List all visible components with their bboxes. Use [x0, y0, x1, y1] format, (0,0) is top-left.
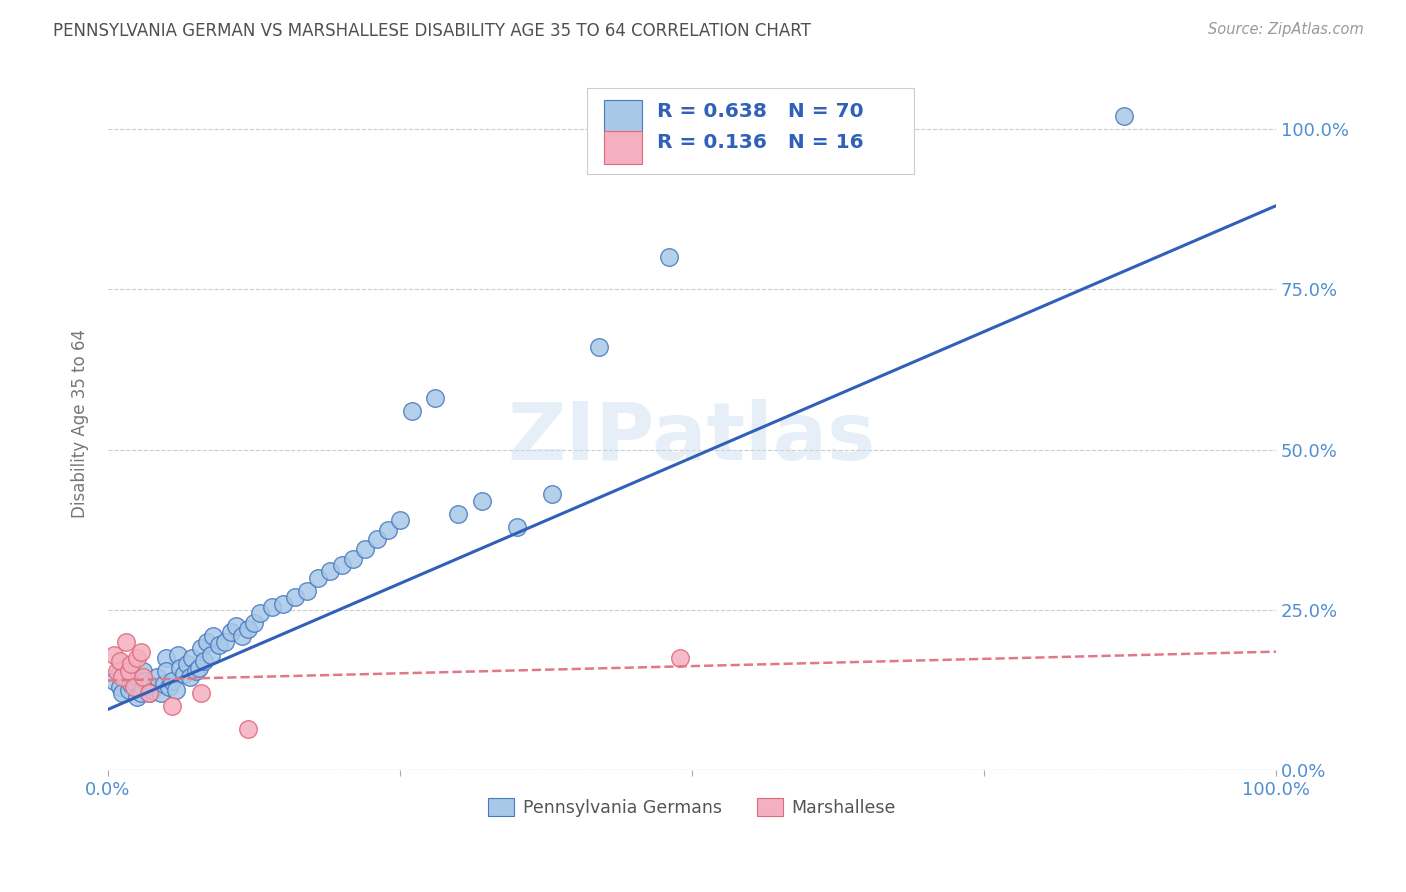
Point — [108, 654, 131, 668]
Point — [132, 670, 155, 684]
Point — [155, 664, 177, 678]
Point — [295, 583, 318, 598]
Point — [181, 651, 204, 665]
Point — [129, 645, 152, 659]
Point — [388, 513, 411, 527]
Point — [127, 670, 149, 684]
Point — [138, 686, 160, 700]
Legend: Pennsylvania Germans, Marshallese: Pennsylvania Germans, Marshallese — [481, 791, 903, 824]
Point — [184, 664, 207, 678]
Point — [377, 523, 399, 537]
Point — [195, 635, 218, 649]
Point — [658, 250, 681, 264]
Point — [167, 648, 190, 662]
Point — [366, 533, 388, 547]
Point — [132, 680, 155, 694]
Point — [111, 670, 134, 684]
Point — [143, 680, 166, 694]
Point — [176, 657, 198, 672]
Text: Source: ZipAtlas.com: Source: ZipAtlas.com — [1208, 22, 1364, 37]
Point — [401, 404, 423, 418]
Point — [120, 657, 142, 672]
Point — [114, 661, 136, 675]
Point — [208, 638, 231, 652]
Point — [141, 683, 163, 698]
Point — [202, 629, 225, 643]
FancyBboxPatch shape — [586, 87, 914, 175]
Point — [114, 670, 136, 684]
Point — [179, 670, 201, 684]
Point — [108, 680, 131, 694]
Point — [138, 686, 160, 700]
Point — [319, 565, 342, 579]
Point — [669, 651, 692, 665]
Point — [423, 391, 446, 405]
Point — [342, 551, 364, 566]
Point — [157, 680, 180, 694]
Point — [231, 629, 253, 643]
Point — [118, 683, 141, 698]
Point — [149, 686, 172, 700]
Point — [169, 661, 191, 675]
Point — [146, 670, 169, 684]
Point — [103, 648, 125, 662]
Point — [120, 677, 142, 691]
Point — [160, 699, 183, 714]
Point — [114, 635, 136, 649]
Point — [588, 340, 610, 354]
Point — [506, 519, 529, 533]
Point — [236, 722, 259, 736]
Point — [225, 619, 247, 633]
Text: PENNSYLVANIA GERMAN VS MARSHALLESE DISABILITY AGE 35 TO 64 CORRELATION CHART: PENNSYLVANIA GERMAN VS MARSHALLESE DISAB… — [53, 22, 811, 40]
Point — [129, 686, 152, 700]
Point — [447, 507, 470, 521]
Point — [540, 487, 562, 501]
Point — [188, 661, 211, 675]
Point — [153, 677, 176, 691]
Point — [471, 494, 494, 508]
Point — [155, 651, 177, 665]
Point — [190, 641, 212, 656]
Point — [122, 673, 145, 688]
Text: R = 0.638   N = 70: R = 0.638 N = 70 — [657, 102, 863, 121]
FancyBboxPatch shape — [605, 100, 641, 133]
Text: ZIPatlas: ZIPatlas — [508, 399, 876, 476]
Point — [127, 690, 149, 704]
Point — [160, 673, 183, 688]
Point — [134, 673, 156, 688]
Point — [307, 571, 329, 585]
Point — [354, 541, 377, 556]
Point — [190, 686, 212, 700]
Point — [236, 622, 259, 636]
FancyBboxPatch shape — [605, 131, 641, 164]
Point — [249, 606, 271, 620]
Point — [120, 667, 142, 681]
Point — [214, 635, 236, 649]
Point — [127, 651, 149, 665]
Point — [243, 615, 266, 630]
Point — [111, 686, 134, 700]
Point — [200, 648, 222, 662]
Point — [118, 664, 141, 678]
Point — [271, 597, 294, 611]
Point — [138, 677, 160, 691]
Point — [260, 599, 283, 614]
Text: R = 0.136   N = 16: R = 0.136 N = 16 — [657, 133, 863, 153]
Point — [105, 664, 128, 678]
Y-axis label: Disability Age 35 to 64: Disability Age 35 to 64 — [72, 329, 89, 518]
Point — [193, 654, 215, 668]
Point — [122, 680, 145, 694]
Point — [165, 683, 187, 698]
Point — [330, 558, 353, 572]
Point — [103, 673, 125, 688]
Point — [219, 625, 242, 640]
Point — [132, 664, 155, 678]
Point — [1114, 109, 1136, 123]
Point — [284, 590, 307, 604]
Point — [108, 664, 131, 678]
Point — [173, 667, 195, 681]
